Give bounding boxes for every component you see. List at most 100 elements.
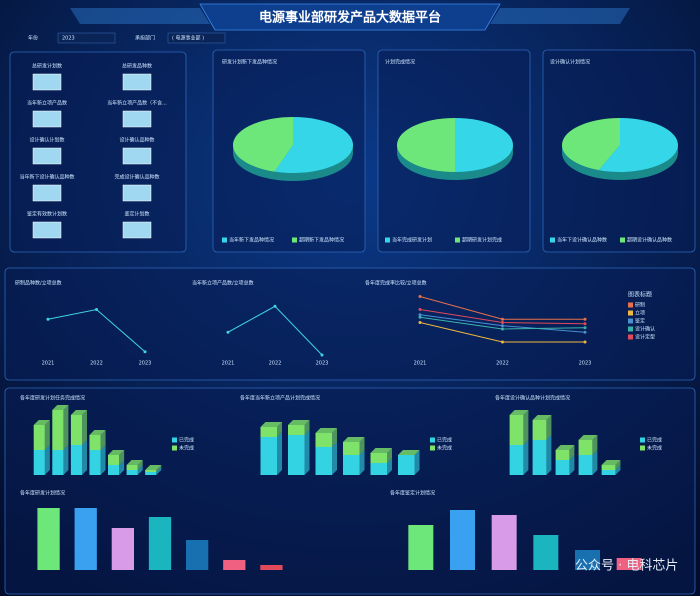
legend-swatch (628, 302, 633, 308)
bar-side (359, 450, 365, 475)
legend-swatch (628, 334, 633, 340)
legend-label: 超期设计确认品种数 (627, 237, 672, 244)
bar-side (332, 442, 337, 475)
bar (260, 437, 277, 475)
x-tick-label: 2021 (42, 361, 55, 367)
x-tick-label: 2022 (269, 361, 282, 367)
bar-top (398, 450, 420, 455)
bar (343, 455, 360, 475)
bar (186, 540, 209, 570)
filter-value: ( 电源事业部 ) (172, 35, 204, 42)
bar-side (615, 460, 621, 470)
bar (370, 463, 387, 475)
point (226, 330, 230, 334)
point (418, 313, 422, 317)
kpi-label: 鉴定有效数计划数 (27, 211, 67, 218)
bar (126, 470, 138, 475)
point (501, 327, 504, 331)
bar-side (156, 467, 162, 475)
x-tick-label: 2022 (90, 361, 103, 367)
bar-top (288, 420, 310, 425)
point (320, 353, 324, 357)
bar-top (70, 410, 87, 415)
legend-swatch (292, 237, 297, 243)
legend-label: 已完成 (437, 437, 452, 444)
x-tick-label: 2023 (139, 361, 152, 367)
bar-top (315, 428, 337, 433)
bar (145, 472, 157, 475)
legend-label: 超期研发计划完成 (462, 237, 502, 244)
kpi-box (32, 147, 62, 165)
bar (343, 442, 360, 455)
bar (33, 425, 45, 450)
bar (148, 517, 172, 570)
filter-label: 承担部门 (135, 35, 155, 42)
bar (70, 445, 82, 475)
legend-label: 超期新下发品种情况 (299, 237, 344, 244)
bar-side (387, 458, 392, 475)
bar-side (615, 465, 621, 475)
chart-title: 各年度当年新立项产品计划完成情况 (240, 395, 320, 402)
bar (578, 440, 593, 455)
kpi-box (32, 110, 62, 128)
bar-top (33, 420, 50, 425)
kpi-label: 当年新下设计确认品种数 (19, 174, 74, 181)
point (583, 330, 587, 334)
chart-title: 各年度鉴定计划情况 (390, 490, 435, 497)
bar (37, 508, 60, 570)
filter-select[interactable] (167, 32, 226, 44)
bar-side (137, 460, 143, 470)
bar (108, 465, 120, 475)
bar (578, 455, 593, 475)
filter-select[interactable] (57, 32, 116, 44)
kpi-box (122, 221, 152, 239)
bar-side (332, 428, 337, 447)
kpi-label: 当年新立项产品数 (27, 100, 67, 107)
pie-slice (598, 118, 679, 172)
point (501, 317, 504, 321)
bar (532, 440, 547, 475)
legend-label: 设计确认 (635, 326, 655, 333)
bar (533, 535, 559, 570)
kpi-label: 总研发计划数 (32, 63, 62, 70)
bar (575, 550, 600, 570)
bar-side (569, 455, 575, 475)
legend-label: 已完成 (179, 437, 194, 444)
panel (9, 51, 187, 253)
bar-top (343, 437, 365, 442)
bar (555, 460, 570, 475)
point (583, 326, 587, 330)
point (501, 340, 504, 344)
bar (74, 508, 97, 570)
bar-side (44, 420, 50, 450)
bar-side (63, 405, 69, 450)
x-tick-label: 2022 (496, 361, 509, 367)
bar (288, 425, 305, 435)
point (583, 317, 587, 321)
pie-slice (397, 118, 455, 172)
bar (315, 433, 332, 447)
watermark: 公众号 · 电科芯片 (575, 559, 678, 574)
bar (398, 455, 415, 475)
legend-swatch (172, 445, 177, 451)
bar (260, 565, 283, 570)
point (46, 317, 50, 321)
kpi-label: 完成设计确认品种数 (114, 174, 159, 181)
legend-swatch (640, 445, 645, 451)
bar-side (546, 415, 552, 440)
bar (223, 560, 246, 570)
bar (89, 450, 101, 475)
pie-slice (274, 117, 354, 173)
x-tick-label: 2021 (414, 361, 427, 367)
bar (288, 435, 305, 475)
bar-side (100, 430, 106, 450)
bar (509, 415, 524, 445)
point (143, 350, 147, 354)
chart-title: 当年新立项产品数/立项总数 (192, 280, 254, 287)
kpi-label: 当年新立项产品数（不含... (107, 100, 167, 107)
bar (52, 450, 64, 475)
bar-top (578, 435, 598, 440)
bar-side (414, 450, 420, 475)
bar-side (277, 432, 282, 475)
